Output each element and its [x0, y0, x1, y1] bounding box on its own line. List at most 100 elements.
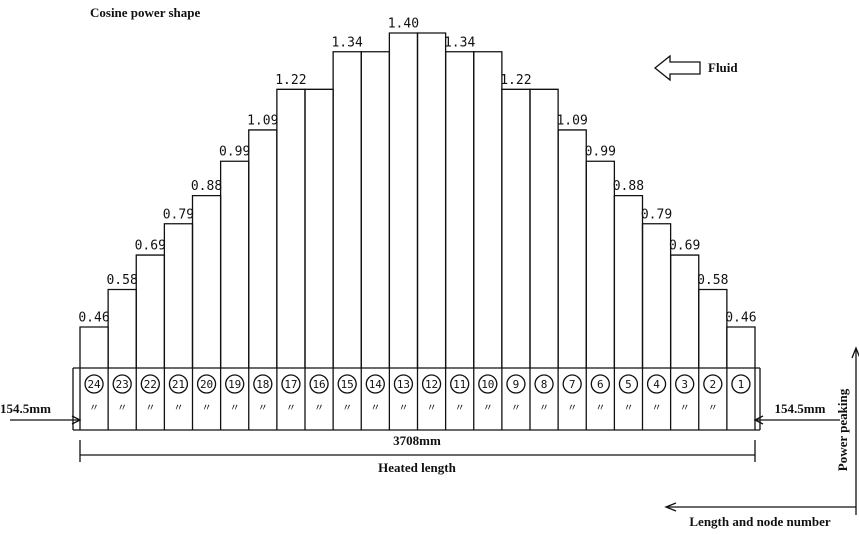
node-number: 1 — [738, 378, 745, 391]
step-bar — [726, 326, 756, 368]
node-number: 21 — [172, 378, 185, 391]
node-number: 3 — [681, 378, 688, 391]
node-number: 2 — [710, 378, 717, 391]
node-number: 4 — [653, 378, 660, 391]
node-circle — [562, 374, 582, 394]
node-mark: 〃 — [314, 403, 324, 414]
step-bar — [473, 51, 503, 368]
node-mark: 〃 — [145, 403, 155, 414]
title: Cosine power shape — [90, 5, 201, 20]
node-number: 7 — [569, 378, 576, 391]
value-label: 0.88 — [191, 179, 222, 194]
total-length: 3708mm — [393, 433, 441, 448]
node-circle — [450, 374, 470, 394]
node-number: 5 — [625, 378, 632, 391]
node-circle — [618, 374, 639, 394]
node-circle — [225, 374, 245, 394]
step-bar — [135, 254, 166, 368]
node-circle — [393, 374, 414, 394]
node-number: 12 — [425, 378, 438, 391]
node-number: 15 — [341, 378, 354, 391]
node-circle — [253, 374, 273, 394]
node-mark: 〃 — [511, 403, 521, 414]
node-number: 23 — [116, 378, 129, 391]
node-circle — [112, 374, 132, 394]
step-bar — [304, 88, 334, 368]
node-mark: 〃 — [202, 403, 212, 414]
node-mark: 〃 — [539, 403, 549, 414]
node-mark: 〃 — [483, 403, 493, 414]
value-label: 1.34 — [331, 35, 362, 50]
step-bar — [501, 88, 531, 368]
value-label: 1.09 — [556, 113, 587, 128]
node-circle — [421, 374, 442, 394]
value-label: 0.88 — [613, 179, 644, 194]
step-bar — [698, 288, 728, 368]
step-bar — [585, 160, 616, 368]
node-number: 8 — [541, 378, 548, 391]
value-label: 0.46 — [725, 311, 756, 326]
step-bar — [191, 194, 222, 368]
node-number: 6 — [597, 378, 604, 391]
step-bar — [163, 223, 194, 368]
node-mark: 〃 — [370, 403, 380, 414]
step-bar — [79, 326, 109, 368]
length-caption: Heated length — [378, 460, 456, 475]
step-bar — [669, 254, 700, 368]
node-mark: 〃 — [680, 403, 690, 414]
node-circle — [281, 374, 301, 394]
node-mark: 〃 — [455, 403, 465, 414]
node-number: 14 — [369, 378, 383, 391]
node-mark: 〃 — [708, 403, 718, 414]
node-mark: 〃 — [173, 403, 183, 414]
node-circle — [365, 374, 385, 394]
value-label: 0.99 — [585, 145, 616, 160]
fluid-arrow — [653, 54, 701, 82]
node-circle — [590, 374, 610, 394]
node-number: 18 — [256, 378, 269, 391]
step-bar — [248, 129, 278, 368]
value-label: 0.69 — [135, 239, 166, 254]
node-mark: 〃 — [398, 403, 408, 414]
node-number: 20 — [200, 378, 213, 391]
node-circle — [478, 374, 498, 394]
value-label: 1.40 — [388, 17, 419, 32]
node-mark: 〃 — [427, 403, 437, 414]
node-number: 17 — [284, 378, 297, 391]
step-bar — [332, 51, 362, 368]
value-label: 0.99 — [219, 145, 250, 160]
node-mark: 〃 — [258, 403, 268, 414]
value-label: 0.46 — [78, 311, 109, 326]
step-bar — [388, 32, 419, 368]
value-label: 1.22 — [275, 73, 306, 88]
node-circle — [196, 374, 217, 394]
node-circle — [309, 374, 329, 394]
value-label: 1.34 — [444, 35, 475, 50]
node-mark: 〃 — [567, 403, 577, 414]
node-mark: 〃 — [595, 403, 605, 414]
node-circle — [646, 374, 667, 394]
node-number: 19 — [228, 378, 241, 391]
fluid-label: Fluid — [708, 60, 738, 75]
node-number: 13 — [397, 378, 410, 391]
node-number: 10 — [481, 378, 494, 391]
step-bar — [416, 32, 447, 368]
step-bar — [613, 194, 644, 368]
left-offset: 154.5mm — [0, 401, 51, 416]
node-circle — [84, 374, 104, 394]
right-offset: 154.5mm — [775, 401, 826, 416]
x-axis-label: Length and node number — [689, 514, 830, 529]
value-label: 1.22 — [500, 73, 531, 88]
node-number: 9 — [513, 378, 520, 391]
node-circle — [703, 374, 723, 394]
node-circle — [675, 374, 695, 394]
node-number: 22 — [144, 378, 157, 391]
node-circle — [731, 374, 751, 394]
node-mark: 〃 — [652, 403, 662, 414]
node-mark: 〃 — [117, 403, 127, 414]
node-mark: 〃 — [286, 403, 296, 414]
node-number: 16 — [312, 378, 325, 391]
node-number: 24 — [87, 378, 101, 391]
node-mark: 〃 — [623, 403, 633, 414]
